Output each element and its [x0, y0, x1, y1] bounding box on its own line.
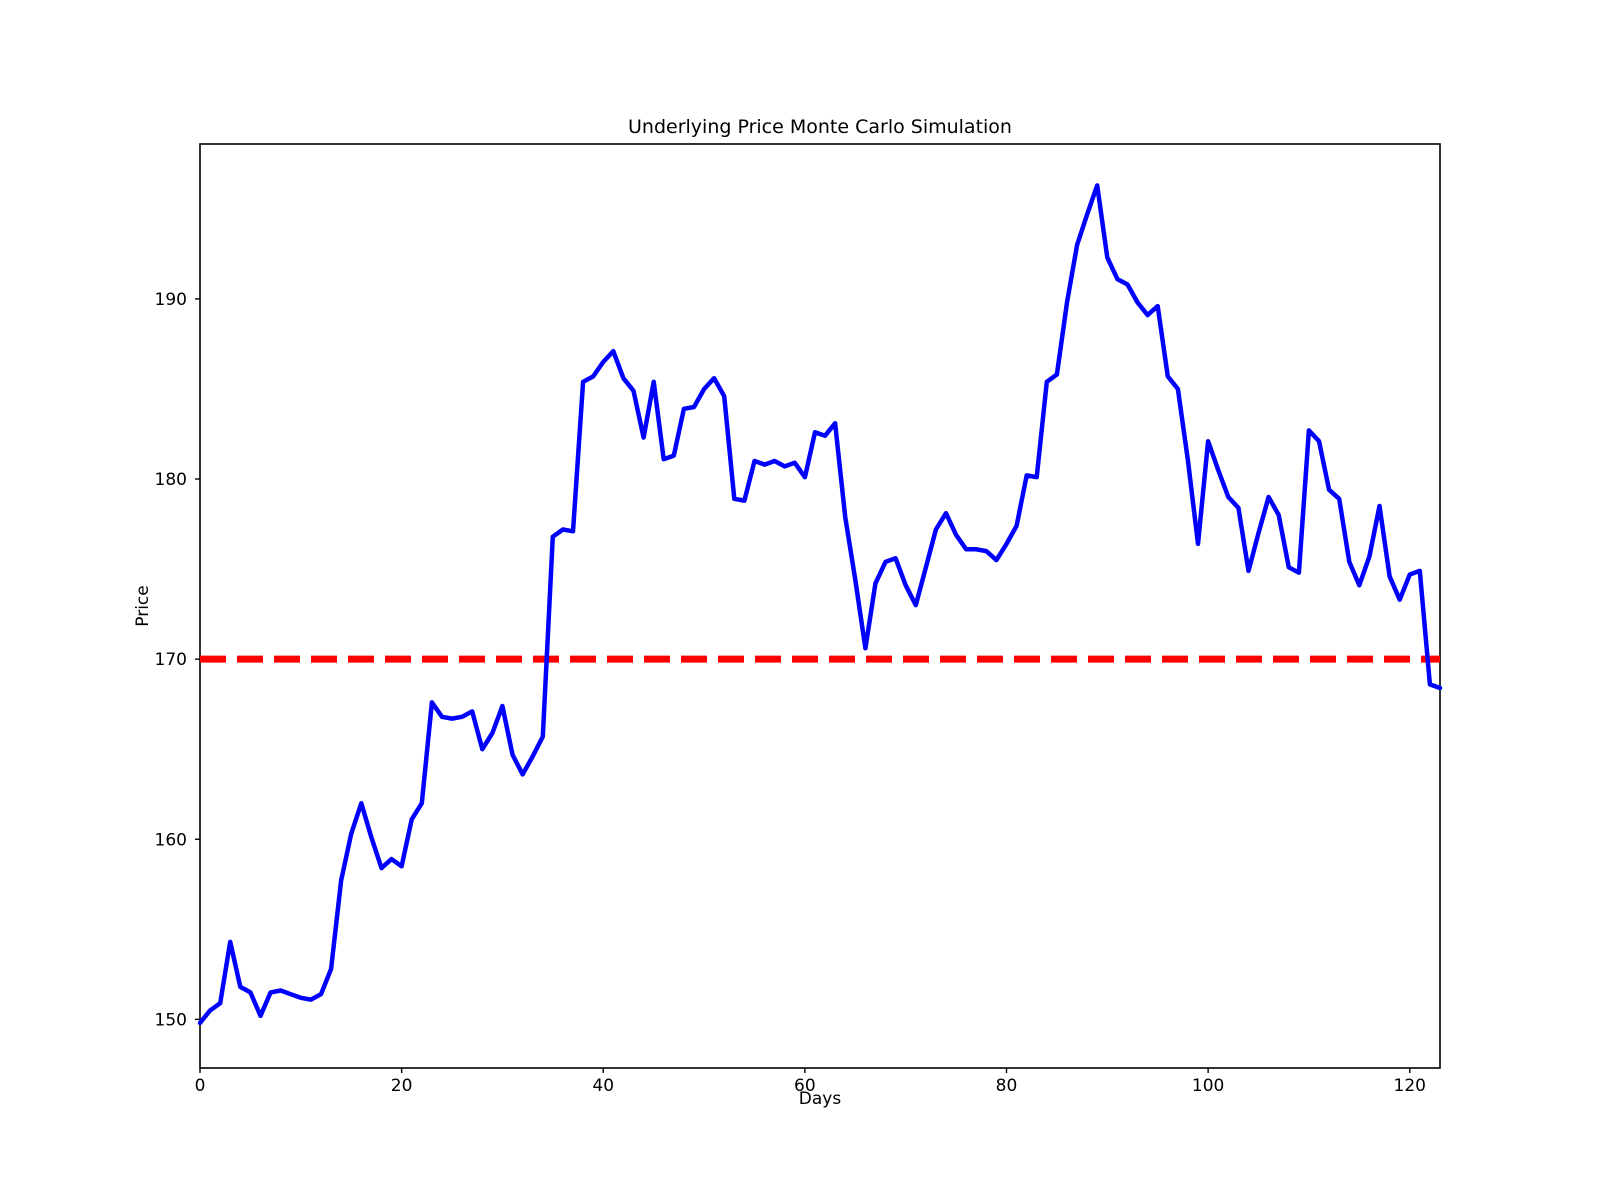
x-tick-label: 20	[391, 1076, 413, 1096]
chart-title: Underlying Price Monte Carlo Simulation	[628, 116, 1012, 138]
x-axis-ticks: 0 20 40 60 80 100 120	[195, 1068, 1426, 1096]
y-tick-label: 150	[155, 1010, 187, 1030]
axes-frame	[199, 143, 1441, 1069]
x-axis-label: Days	[799, 1089, 842, 1109]
x-tick-label: 80	[996, 1076, 1018, 1096]
x-tick-label: 60	[794, 1076, 816, 1096]
x-tick-label: 120	[1394, 1076, 1426, 1096]
y-tick-label: 180	[155, 470, 187, 490]
y-tick-label: 190	[155, 290, 187, 310]
y-axis-label: Price	[133, 585, 153, 626]
x-tick-label: 100	[1192, 1076, 1224, 1096]
x-tick-label: 40	[592, 1076, 614, 1096]
x-tick-label: 0	[195, 1076, 206, 1096]
series-layer	[197, 183, 1443, 1026]
y-tick-label: 170	[155, 650, 187, 670]
y-tick-label: 160	[155, 830, 187, 850]
y-axis-ticks: 150 160 170 180 190	[155, 290, 200, 1030]
simulated-price-path-line	[197, 183, 1443, 1026]
